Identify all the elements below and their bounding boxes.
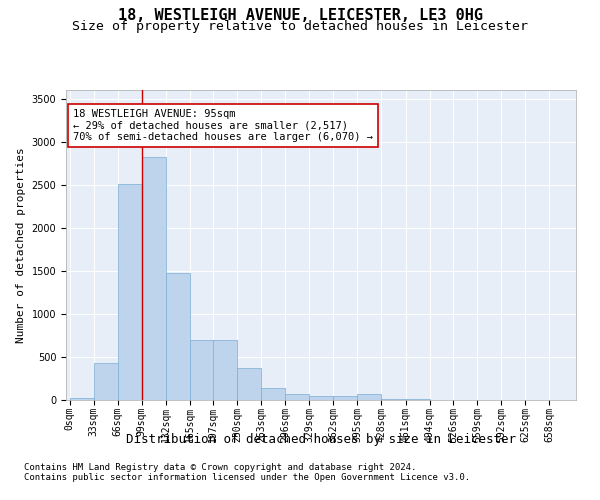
Bar — [382, 398, 406, 400]
Bar — [166, 274, 190, 400]
Bar — [358, 394, 382, 400]
Bar — [310, 396, 334, 400]
Text: 18 WESTLEIGH AVENUE: 95sqm
← 29% of detached houses are smaller (2,517)
70% of s: 18 WESTLEIGH AVENUE: 95sqm ← 29% of deta… — [73, 109, 373, 142]
Bar — [70, 398, 94, 400]
Text: Contains public sector information licensed under the Open Government Licence v3: Contains public sector information licen… — [24, 474, 470, 482]
Bar — [286, 394, 310, 400]
Text: Contains HM Land Registry data © Crown copyright and database right 2024.: Contains HM Land Registry data © Crown c… — [24, 464, 416, 472]
Bar — [237, 368, 261, 400]
Bar — [190, 340, 214, 400]
Bar — [334, 396, 358, 400]
Bar — [261, 388, 286, 400]
Text: 18, WESTLEIGH AVENUE, LEICESTER, LE3 0HG: 18, WESTLEIGH AVENUE, LEICESTER, LE3 0HG — [118, 8, 482, 22]
Bar — [142, 157, 166, 400]
Bar — [213, 340, 237, 400]
Text: Distribution of detached houses by size in Leicester: Distribution of detached houses by size … — [126, 432, 516, 446]
Y-axis label: Number of detached properties: Number of detached properties — [16, 147, 26, 343]
Text: Size of property relative to detached houses in Leicester: Size of property relative to detached ho… — [72, 20, 528, 33]
Bar — [118, 184, 142, 400]
Bar — [94, 363, 118, 400]
